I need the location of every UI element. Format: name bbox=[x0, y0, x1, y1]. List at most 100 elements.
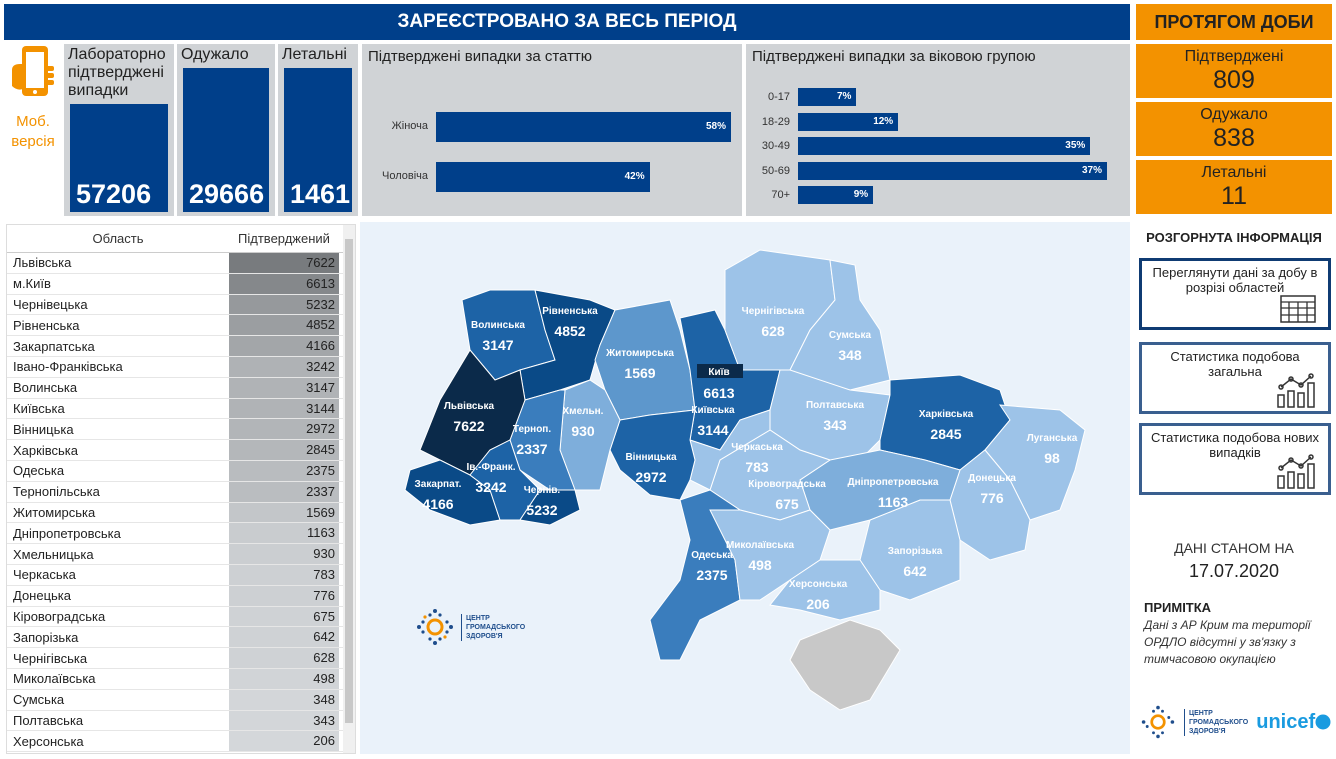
map-region-label: Сумська bbox=[829, 330, 872, 341]
map-region-label: Одеська bbox=[691, 550, 733, 561]
map-region-label: Житомирська bbox=[605, 348, 674, 359]
map-region-value: 4852 bbox=[554, 323, 585, 339]
daily-stats-new-button[interactable]: Статистика подобова нових випадків bbox=[1139, 423, 1331, 495]
mobile-version-label: Моб. версія bbox=[11, 113, 55, 150]
map-region-value: 783 bbox=[745, 459, 769, 475]
age-chart: Підтверджені випадки за віковою групою 0… bbox=[746, 44, 1130, 216]
unicef-logo: unicef bbox=[1256, 710, 1316, 733]
age-bar: 7% bbox=[798, 88, 857, 106]
gender-label: Чоловіча bbox=[381, 170, 428, 182]
table-icon bbox=[1280, 295, 1316, 323]
map-region-label: Донецька bbox=[968, 473, 1016, 484]
age-bar: 37% bbox=[798, 161, 1107, 180]
map-region-value: 628 bbox=[761, 323, 785, 339]
gender-bar: 42% bbox=[436, 162, 650, 192]
map-region-label: Вінницька bbox=[625, 452, 677, 463]
age-label: 70+ bbox=[771, 189, 790, 201]
table-row[interactable]: Харківська 2845 bbox=[7, 440, 355, 461]
map-region-value: 2375 bbox=[696, 567, 727, 583]
table-row[interactable]: м.Київ 6613 bbox=[7, 273, 355, 295]
map-region-label: Херсонська bbox=[789, 579, 848, 590]
map-region[interactable] bbox=[649, 489, 741, 661]
map-region-value: 4166 bbox=[422, 496, 453, 512]
table-row[interactable]: Черкаська 783 bbox=[7, 564, 355, 586]
map-region-label: Чернів. bbox=[524, 485, 561, 496]
map-region-label: Львівська bbox=[444, 401, 495, 412]
footer-logos: ЦЕНТР ГРОМАДСЬКОГО ЗДОРОВ'Я unicef bbox=[1140, 704, 1331, 740]
table-row[interactable]: Вінницька 2972 bbox=[7, 419, 355, 441]
map-region-label: Рівненська bbox=[542, 306, 598, 317]
regions-table: Область Підтверджений Львівська 7622 м.Київ… bbox=[6, 224, 356, 754]
table-row[interactable]: Івано-Франківська 3242 bbox=[7, 356, 355, 378]
map-region-value: 2972 bbox=[635, 469, 666, 485]
table-row[interactable]: Херсонська 206 bbox=[7, 731, 355, 753]
kpi-recovered-value: 29666 bbox=[183, 68, 269, 212]
table-row[interactable]: Хмельницька 930 bbox=[7, 544, 355, 565]
table-row[interactable]: Полтавська 343 bbox=[7, 710, 355, 732]
table-row[interactable]: Сумська 348 bbox=[7, 689, 355, 711]
age-bar: 12% bbox=[798, 112, 899, 131]
map-region-label: Закарпат. bbox=[415, 479, 462, 490]
mobile-version-link[interactable]: Моб. версія bbox=[4, 44, 62, 214]
map-region-value: 5232 bbox=[526, 502, 557, 518]
map-region-value: 2337 bbox=[516, 441, 547, 457]
kpi-recovered: Одужало 29666 bbox=[177, 44, 275, 216]
map-region-label: Луганська bbox=[1027, 433, 1078, 444]
daily-stats-total-button[interactable]: Статистика подобова загальна bbox=[1139, 342, 1331, 414]
map-region[interactable] bbox=[984, 404, 1086, 521]
map-region-label: Волинська bbox=[471, 320, 525, 331]
table-row[interactable]: Волинська 3147 bbox=[7, 377, 355, 399]
age-bar: 9% bbox=[798, 186, 874, 204]
daily-header: ПРОТЯГОМ ДОБИ bbox=[1136, 4, 1332, 40]
table-row[interactable]: Кіровоградська 675 bbox=[7, 606, 355, 628]
gender-chart: Підтверджені випадки за статтю Жіноча 58%… bbox=[362, 44, 742, 216]
map-region-value: 642 bbox=[903, 563, 927, 579]
col-header-confirmed[interactable]: Підтверджений bbox=[238, 231, 330, 246]
table-row[interactable]: Запорізька 642 bbox=[7, 627, 355, 649]
table-row[interactable]: Житомирська 1569 bbox=[7, 502, 355, 524]
note-title: ПРИМІТКА bbox=[1144, 600, 1212, 615]
table-row[interactable]: Чернівецька 5232 bbox=[7, 294, 355, 316]
table-row[interactable]: Одеська 2375 bbox=[7, 460, 355, 482]
table-row[interactable]: Донецька 776 bbox=[7, 585, 355, 607]
age-label: 30-49 bbox=[761, 140, 790, 152]
map-region[interactable] bbox=[519, 489, 581, 526]
map-region-value: 348 bbox=[838, 347, 862, 363]
map-region-value: 1569 bbox=[624, 365, 655, 381]
table-row[interactable]: Київська 3144 bbox=[7, 398, 355, 420]
map-region-value: 776 bbox=[980, 490, 1004, 506]
table-row[interactable]: Тернопільська 2337 bbox=[7, 481, 355, 503]
table-scrollbar[interactable] bbox=[343, 225, 355, 753]
col-header-region[interactable]: Область bbox=[92, 231, 144, 246]
daily-by-region-button[interactable]: Переглянути дані за добу в розрізі облас… bbox=[1139, 258, 1331, 330]
map-region[interactable] bbox=[609, 409, 696, 501]
map-region-value: 2845 bbox=[930, 426, 961, 442]
phc-logo-icon bbox=[417, 609, 453, 645]
map-region-value: 930 bbox=[571, 423, 595, 439]
map-region-label: Харківська bbox=[919, 409, 974, 420]
chart-icon bbox=[1277, 454, 1315, 489]
map-region-label: Дніпропетровська bbox=[848, 477, 939, 488]
map-region-value: 206 bbox=[806, 596, 830, 612]
map-kyiv-city[interactable] bbox=[697, 364, 743, 378]
map-kyiv-value: 6613 bbox=[703, 385, 734, 401]
table-row[interactable]: Дніпропетровська 1163 bbox=[7, 523, 355, 545]
daily-confirmed: Підтверджені 809 bbox=[1136, 44, 1332, 98]
age-label: 50-69 bbox=[761, 164, 790, 177]
daily-recovered: Одужало 838 bbox=[1136, 102, 1332, 156]
map-kyiv-label: Київ bbox=[708, 367, 729, 378]
map-region-value: 3144 bbox=[697, 422, 728, 438]
table-row[interactable]: Закарпатська 4166 bbox=[7, 336, 355, 357]
map-region-label: Полтавська bbox=[806, 400, 864, 411]
map-region-label: Ів.-Франк. bbox=[466, 462, 515, 473]
date-label: ДАНІ СТАНОМ НА bbox=[1174, 540, 1294, 556]
map-region-label: Терноп. bbox=[513, 424, 551, 435]
kpi-deaths-value: 1461 bbox=[284, 68, 352, 212]
table-row[interactable]: Миколаївська 498 bbox=[7, 668, 355, 690]
note-text: Дані з АР Крим та території ОРДЛО відсут… bbox=[1144, 618, 1311, 666]
map-region[interactable] bbox=[769, 559, 881, 621]
table-row[interactable]: Чернігівська 628 bbox=[7, 648, 355, 669]
table-row[interactable]: Львівська 7622 bbox=[7, 253, 355, 274]
table-row[interactable]: Рівненська 4852 bbox=[7, 315, 355, 337]
gender-label: Жіноча bbox=[391, 120, 428, 132]
